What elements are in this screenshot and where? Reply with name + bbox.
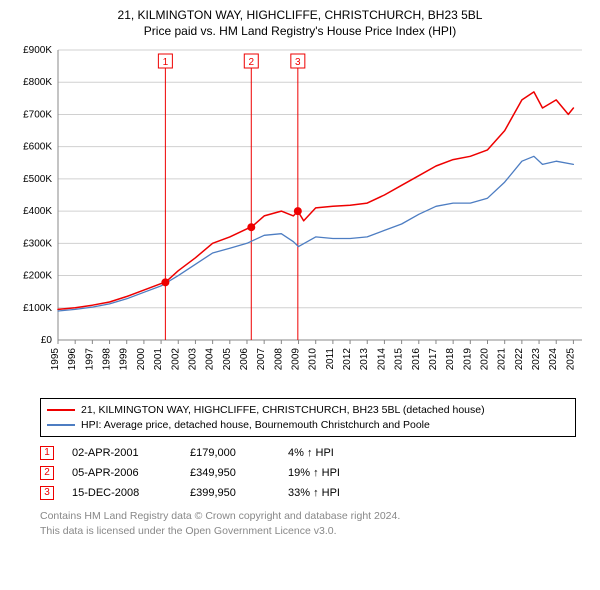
legend-swatch [47, 409, 75, 411]
y-tick-label: £0 [41, 335, 53, 346]
sale-marker-number: 3 [295, 57, 301, 68]
sale-marker-dot [161, 278, 169, 286]
x-tick-label: 1996 [67, 348, 78, 371]
y-tick-label: £900K [23, 45, 52, 56]
x-tick-label: 2007 [256, 348, 267, 371]
x-tick-label: 2025 [565, 348, 576, 371]
sale-row-diff: 4% ↑ HPI [288, 447, 408, 459]
footer-attribution: Contains HM Land Registry data © Crown c… [40, 509, 584, 537]
sale-row-price: £399,950 [190, 487, 270, 499]
sale-marker-dot [247, 223, 255, 231]
y-tick-label: £300K [23, 238, 52, 249]
x-tick-label: 2003 [187, 348, 198, 371]
x-tick-label: 2001 [153, 348, 164, 371]
x-tick-label: 2004 [205, 348, 216, 371]
x-tick-label: 2023 [531, 348, 542, 371]
y-tick-label: £500K [23, 174, 52, 185]
title-line-2: Price paid vs. HM Land Registry's House … [10, 24, 590, 38]
y-tick-label: £100K [23, 303, 52, 314]
sale-row: 3 15-DEC-2008 £399,950 33% ↑ HPI [40, 483, 576, 503]
x-tick-label: 2010 [308, 348, 319, 371]
y-tick-label: £400K [23, 206, 52, 217]
x-tick-label: 2019 [462, 348, 473, 371]
x-tick-label: 2020 [480, 348, 491, 371]
series-blue [58, 156, 573, 311]
legend-label: HPI: Average price, detached house, Bour… [81, 418, 430, 433]
x-tick-label: 2024 [548, 348, 559, 371]
x-tick-label: 1995 [50, 348, 61, 371]
footer-line-1: Contains HM Land Registry data © Crown c… [40, 509, 584, 523]
line-chart: £0 £100K £200K £300K £400K £500K £600K £700K £80… [10, 42, 590, 392]
series-red [58, 92, 573, 310]
x-tick-label: 2005 [222, 348, 233, 371]
x-tick-label: 2014 [376, 348, 387, 371]
x-tick-label: 2021 [497, 348, 508, 371]
sale-row-diff: 33% ↑ HPI [288, 487, 408, 499]
y-tick-label: £600K [23, 142, 52, 153]
legend-swatch [47, 424, 75, 426]
sale-row-marker: 2 [40, 466, 54, 480]
x-tick-label: 2022 [514, 348, 525, 371]
x-tick-label: 2008 [273, 348, 284, 371]
sale-row-date: 15-DEC-2008 [72, 487, 172, 499]
sales-table: 1 02-APR-2001 £179,000 4% ↑ HPI 2 05-APR-2006… [40, 443, 576, 503]
sale-row: 1 02-APR-2001 £179,000 4% ↑ HPI [40, 443, 576, 463]
sale-row-date: 02-APR-2001 [72, 447, 172, 459]
sale-marker-dot [294, 207, 302, 215]
x-tick-label: 2000 [136, 348, 147, 371]
x-tick-label: 2018 [445, 348, 456, 371]
sale-row-diff: 19% ↑ HPI [288, 467, 408, 479]
x-tick-label: 2011 [325, 348, 336, 370]
chart-title-block: 21, KILMINGTON WAY, HIGHCLIFFE, CHRISTCH… [10, 8, 590, 38]
footer-line-2: This data is licensed under the Open Gov… [40, 524, 584, 538]
y-tick-label: £200K [23, 271, 52, 282]
x-tick-label: 2012 [342, 348, 353, 371]
legend-row: HPI: Average price, detached house, Bour… [47, 418, 569, 433]
x-tick-label: 2009 [291, 348, 302, 371]
chart-area: £0 £100K £200K £300K £400K £500K £600K £700K £80… [10, 42, 590, 392]
sale-row-price: £179,000 [190, 447, 270, 459]
title-line-1: 21, KILMINGTON WAY, HIGHCLIFFE, CHRISTCH… [10, 8, 590, 22]
page-root: 21, KILMINGTON WAY, HIGHCLIFFE, CHRISTCH… [0, 0, 600, 544]
x-tick-label: 2017 [428, 348, 439, 371]
x-tick-label: 1998 [102, 348, 113, 371]
x-tick-label: 2002 [170, 348, 181, 371]
sale-row-marker: 1 [40, 446, 54, 460]
legend-label: 21, KILMINGTON WAY, HIGHCLIFFE, CHRISTCH… [81, 403, 485, 418]
x-tick-label: 2006 [239, 348, 250, 371]
sale-marker-number: 1 [163, 57, 169, 68]
x-tick-label: 1997 [84, 348, 95, 371]
sale-row-marker: 3 [40, 486, 54, 500]
legend-box: 21, KILMINGTON WAY, HIGHCLIFFE, CHRISTCH… [40, 398, 576, 437]
sale-row: 2 05-APR-2006 £349,950 19% ↑ HPI [40, 463, 576, 483]
legend-row: 21, KILMINGTON WAY, HIGHCLIFFE, CHRISTCH… [47, 403, 569, 418]
sale-marker-number: 2 [248, 57, 254, 68]
y-tick-label: £800K [23, 77, 52, 88]
x-tick-label: 2016 [411, 348, 422, 371]
x-tick-label: 1999 [119, 348, 130, 371]
y-tick-label: £700K [23, 109, 52, 120]
sale-row-date: 05-APR-2006 [72, 467, 172, 479]
x-tick-label: 2013 [359, 348, 370, 371]
sale-row-price: £349,950 [190, 467, 270, 479]
x-tick-label: 2015 [394, 348, 405, 371]
